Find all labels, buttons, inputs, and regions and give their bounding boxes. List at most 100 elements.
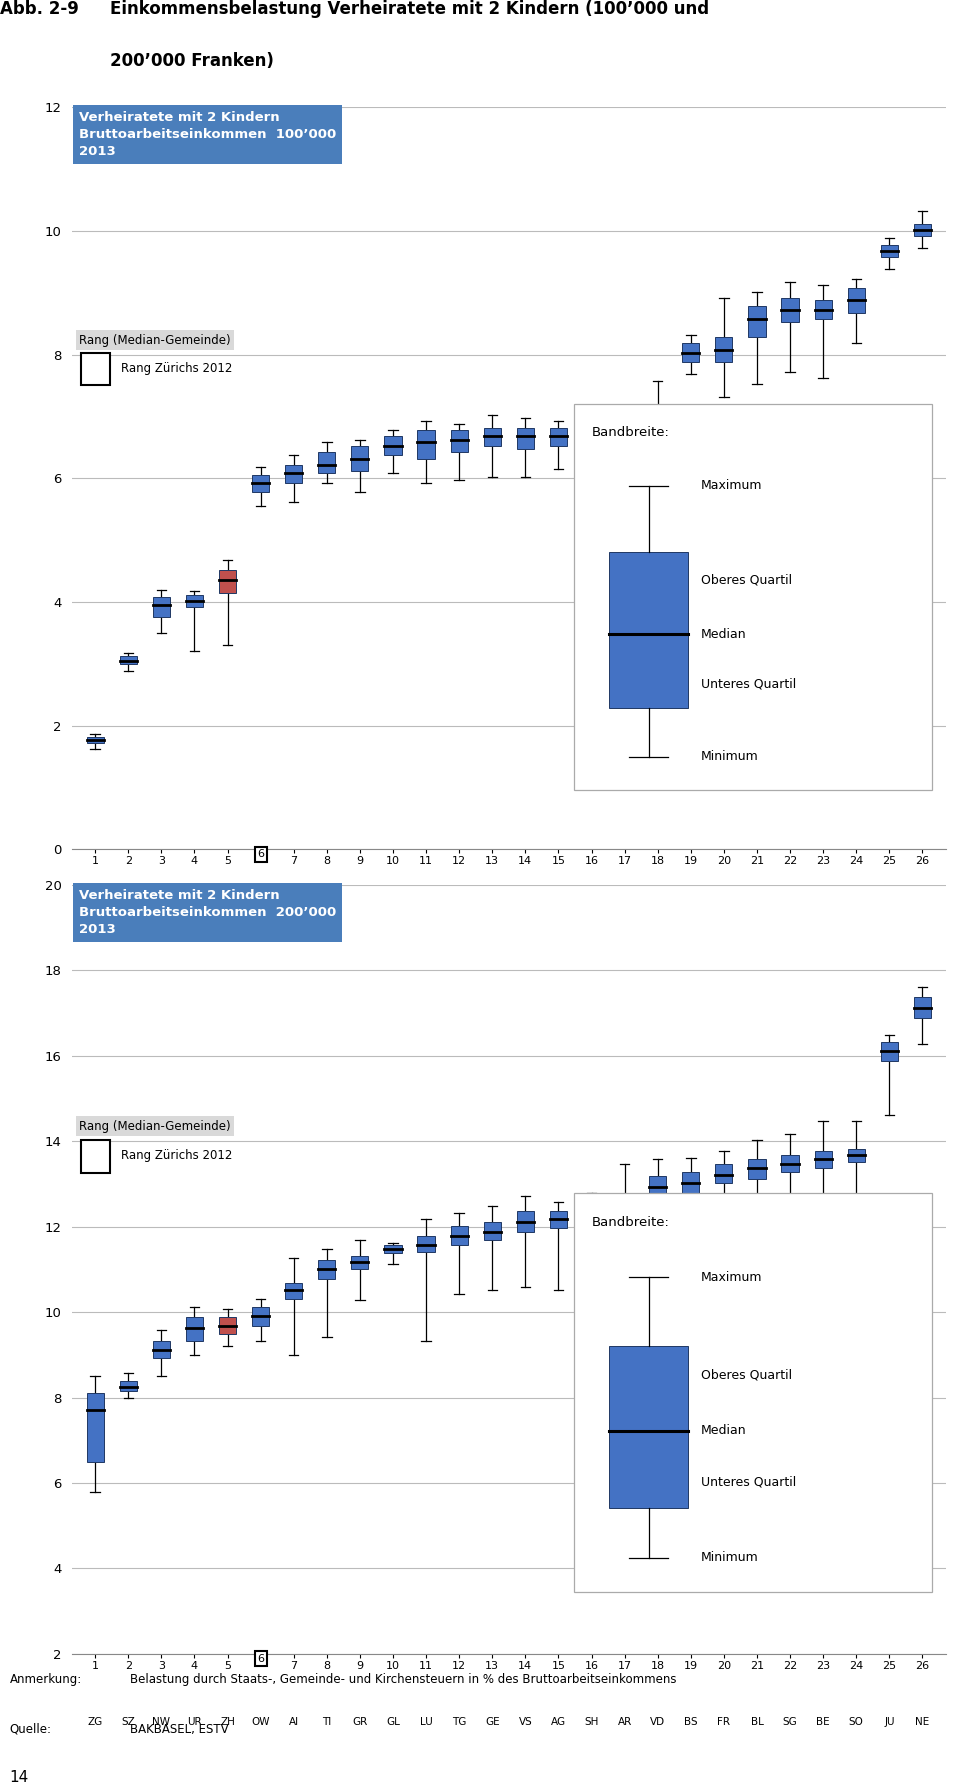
- Bar: [781, 1155, 799, 1173]
- Text: Maximum: Maximum: [701, 479, 762, 492]
- Bar: [484, 1221, 501, 1241]
- Text: VD: VD: [849, 910, 864, 921]
- Bar: [848, 1150, 865, 1162]
- Text: OW: OW: [252, 1716, 270, 1727]
- Bar: [914, 224, 931, 236]
- Bar: [749, 1159, 765, 1178]
- Text: NE: NE: [915, 910, 929, 921]
- Text: SH: SH: [585, 1716, 599, 1727]
- Text: LU: LU: [420, 1716, 432, 1727]
- Bar: [914, 998, 931, 1019]
- Bar: [186, 1318, 204, 1341]
- Bar: [484, 427, 501, 447]
- Bar: [120, 656, 137, 663]
- Bar: [683, 343, 700, 361]
- Text: OW: OW: [714, 910, 733, 921]
- Text: ZH: ZH: [253, 910, 268, 921]
- Text: 6: 6: [257, 1654, 264, 1665]
- Bar: [814, 300, 831, 318]
- Text: Minimum: Minimum: [701, 1552, 758, 1564]
- Text: SH: SH: [551, 910, 565, 921]
- Text: Rang Zürichs 2012: Rang Zürichs 2012: [121, 361, 232, 375]
- Text: BS: BS: [684, 1716, 698, 1727]
- Text: GR: GR: [352, 1716, 368, 1727]
- Bar: [450, 431, 468, 452]
- Bar: [285, 465, 302, 483]
- Text: GL: GL: [386, 1716, 400, 1727]
- Text: Oberes Quartil: Oberes Quartil: [701, 574, 792, 586]
- Text: TI: TI: [323, 1716, 331, 1727]
- Bar: [418, 1236, 435, 1252]
- Text: Unteres Quartil: Unteres Quartil: [701, 678, 796, 690]
- Bar: [318, 1261, 335, 1278]
- Text: SZ: SZ: [187, 910, 202, 921]
- Bar: [219, 1318, 236, 1334]
- Bar: [516, 427, 534, 449]
- Text: ZG: ZG: [87, 910, 103, 921]
- Text: BE: BE: [816, 1716, 830, 1727]
- Text: ZG: ZG: [87, 1716, 103, 1727]
- Text: JU: JU: [884, 910, 895, 921]
- Text: Verheiratete mit 2 Kindern
Bruttoarbeitseinkommen  100’000
2013: Verheiratete mit 2 Kindern Bruttoarbeits…: [79, 111, 336, 157]
- Text: UR: UR: [650, 910, 665, 921]
- Text: NE: NE: [915, 1716, 929, 1727]
- Text: Minimum: Minimum: [701, 749, 758, 763]
- Text: GE: GE: [485, 1716, 499, 1727]
- Bar: [880, 245, 898, 257]
- Bar: [649, 1177, 666, 1196]
- FancyBboxPatch shape: [574, 1193, 932, 1593]
- Text: BL: BL: [751, 1716, 763, 1727]
- Text: VS: VS: [221, 910, 234, 921]
- Bar: [120, 1382, 137, 1391]
- Bar: [715, 1164, 732, 1184]
- Text: BS: BS: [684, 910, 698, 921]
- Text: JU: JU: [884, 1716, 895, 1727]
- Text: AR: AR: [617, 1716, 632, 1727]
- Text: VS: VS: [518, 1716, 532, 1727]
- Text: BL: BL: [353, 910, 367, 921]
- Bar: [781, 299, 799, 322]
- Text: Abb. 2-9: Abb. 2-9: [0, 0, 79, 18]
- Bar: [880, 1042, 898, 1060]
- Text: TG: TG: [452, 1716, 467, 1727]
- Text: AG: AG: [485, 910, 500, 921]
- Text: NW: NW: [285, 910, 302, 921]
- Bar: [384, 1244, 401, 1253]
- Text: GL: GL: [617, 910, 632, 921]
- Text: VD: VD: [650, 1716, 665, 1727]
- Bar: [186, 595, 204, 606]
- Text: Belastung durch Staats-, Gemeinde- und Kirchensteuern in % des Bruttoarbeitseink: Belastung durch Staats-, Gemeinde- und K…: [130, 1674, 676, 1686]
- Text: 14: 14: [10, 1770, 29, 1786]
- Text: AG: AG: [551, 1716, 566, 1727]
- Text: Einkommensbelastung Verheiratete mit 2 Kindern (100’000 und: Einkommensbelastung Verheiratete mit 2 K…: [110, 0, 709, 18]
- Text: SG: SG: [518, 910, 533, 921]
- Text: Median: Median: [701, 1425, 747, 1438]
- Text: ZH: ZH: [220, 1716, 235, 1727]
- Text: SG: SG: [782, 1716, 798, 1727]
- Bar: [715, 338, 732, 361]
- Text: TG: TG: [386, 910, 400, 921]
- Text: SO: SO: [816, 910, 830, 921]
- Bar: [351, 1255, 369, 1269]
- Bar: [848, 288, 865, 313]
- Text: Median: Median: [701, 628, 747, 640]
- Bar: [351, 447, 369, 470]
- Text: BE: BE: [783, 910, 797, 921]
- Text: FR: FR: [453, 910, 466, 921]
- Text: Verheiratete mit 2 Kindern
Bruttoarbeitseinkommen  200’000
2013: Verheiratete mit 2 Kindern Bruttoarbeits…: [79, 889, 336, 935]
- Bar: [616, 424, 634, 442]
- Bar: [81, 1139, 110, 1173]
- Text: SO: SO: [849, 1716, 864, 1727]
- Bar: [749, 306, 765, 338]
- Bar: [683, 1173, 700, 1193]
- Bar: [610, 552, 688, 708]
- Bar: [252, 476, 269, 492]
- Text: Anmerkung:: Anmerkung:: [10, 1674, 82, 1686]
- Bar: [81, 352, 110, 384]
- Text: NW: NW: [153, 1716, 170, 1727]
- Text: Rang (Median-Gemeinde): Rang (Median-Gemeinde): [79, 1119, 230, 1132]
- Text: 6: 6: [257, 849, 264, 860]
- Bar: [610, 1346, 688, 1507]
- Bar: [550, 1210, 567, 1228]
- Text: AI: AI: [421, 910, 431, 921]
